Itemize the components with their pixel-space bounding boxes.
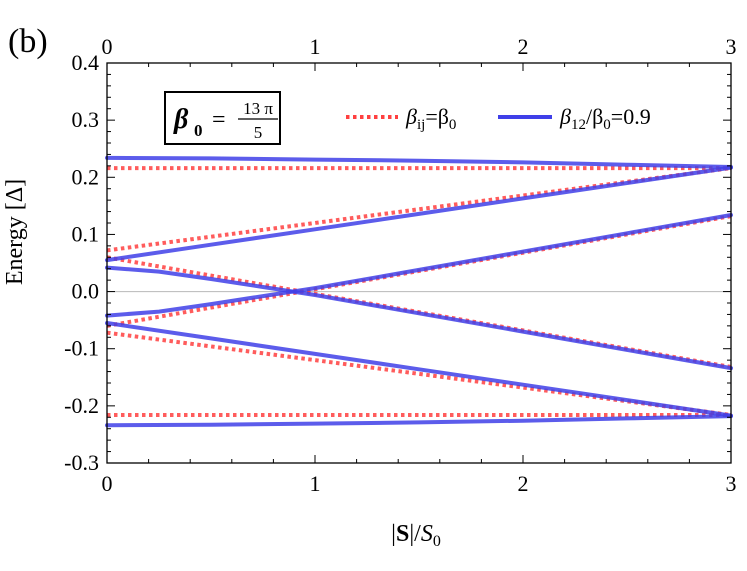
solid-series-10 [105, 213, 733, 318]
legend: βij=β0 β12/β0=0.9 [346, 104, 651, 133]
y-tick-label: -0.1 [64, 336, 99, 361]
x-top-tick-label: 1 [310, 34, 321, 59]
x-top-tick-label: 2 [518, 34, 529, 59]
solid-series-11 [105, 321, 733, 418]
inset-beta-subscript: 0 [194, 121, 203, 140]
solid-series-9 [105, 265, 733, 371]
y-tick-label: 0.1 [72, 221, 100, 246]
panel-label: (b) [8, 23, 48, 60]
x-top-tick-label: 3 [726, 34, 737, 59]
solid-series-8 [105, 165, 733, 263]
plot-frame [106, 62, 732, 464]
x-tick-label: 1 [310, 471, 321, 496]
x-top-tick-label: 0 [102, 34, 113, 59]
legend-label-solid: β12/β0=0.9 [559, 104, 651, 133]
y-tick-label: -0.3 [64, 450, 99, 475]
y-tick-label: 0.4 [72, 50, 100, 75]
x-tick-label: 3 [726, 471, 737, 496]
solid-series-6 [105, 155, 733, 169]
solid-series-7 [105, 414, 733, 428]
y-tick-label: 0.2 [72, 164, 100, 189]
y-tick-label: -0.2 [64, 393, 99, 418]
inset-numerator: 13 π [243, 99, 273, 118]
x-axis-title: |S|/S0 [391, 521, 441, 550]
inset-annotation-box: β 0 = 13 π 5 [164, 91, 281, 145]
x-tick-label: 0 [102, 471, 113, 496]
inset-equals: = [212, 107, 226, 133]
plot-area [105, 63, 733, 463]
y-axis-title: Energy [Δ] [2, 179, 28, 285]
legend-label-dotted: βij=β0 [405, 104, 456, 133]
x-tick-label: 2 [518, 471, 529, 496]
inset-beta: β [173, 104, 189, 135]
inset-frame [164, 91, 281, 145]
y-tick-label: 0.0 [72, 279, 100, 304]
y-tick-label: 0.3 [72, 107, 100, 132]
inset-denominator: 5 [254, 123, 263, 142]
